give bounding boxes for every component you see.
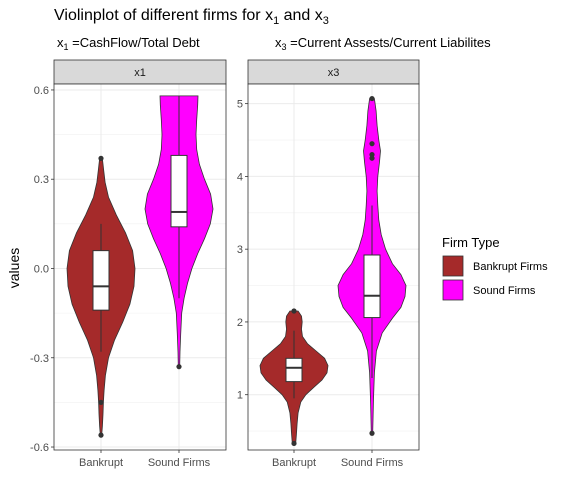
violin-group-sound-firms — [337, 95, 407, 436]
violin-group-bankrupt — [66, 155, 136, 438]
panel-2-strip-label: x3 — [328, 67, 340, 79]
legend: Firm Type Bankrupt Firms Sound Firms — [442, 235, 548, 301]
panel-1: x1 -0.6 -0.3 0.0 0.3 0.6 Bankrupt Sound Firms — [30, 59, 227, 469]
outlier-point — [98, 432, 104, 438]
y-tick-label: 0.3 — [34, 174, 49, 186]
y-tick-label: 2 — [237, 317, 243, 329]
outlier-point — [176, 364, 182, 370]
panel-1-border — [53, 83, 227, 451]
y-tick-label: 0.6 — [34, 85, 49, 97]
outlier-point — [98, 155, 104, 161]
outlier-point — [369, 430, 375, 436]
box-iqr — [285, 357, 303, 383]
y-tick-label: 1 — [237, 390, 243, 402]
chart-title: Violinplot of different firms for x1 and… — [54, 7, 329, 27]
box-iqr — [92, 250, 110, 311]
panel-1-strip-label: x1 — [134, 67, 146, 79]
outlier-point — [98, 399, 104, 405]
y-tick-label: 4 — [237, 171, 243, 183]
x-tick-label: Sound Firms — [341, 457, 404, 469]
panel-2-strip — [247, 59, 420, 85]
y-tick-label: 5 — [237, 99, 243, 111]
legend-label-sound: Sound Firms — [473, 285, 536, 297]
x-tick-label: Sound Firms — [148, 457, 211, 469]
y-tick-label: -0.6 — [30, 442, 49, 454]
y-tick-label: 3 — [237, 244, 243, 256]
y-tick-label: 0.0 — [34, 263, 49, 275]
outlier-point — [369, 155, 375, 161]
panel-1-strip — [53, 59, 227, 85]
outlier-point — [291, 440, 297, 447]
panel-1-subtitle: x1 =CashFlow/Total Debt — [57, 35, 200, 52]
violin-group-bankrupt — [259, 308, 329, 447]
outlier-point — [369, 141, 375, 147]
outlier-point — [291, 308, 297, 314]
legend-title: Firm Type — [442, 235, 500, 250]
y-tick-label: -0.3 — [30, 353, 49, 365]
x-tick-label: Bankrupt — [79, 457, 123, 469]
box-iqr — [363, 254, 381, 319]
outlier-point — [369, 95, 375, 102]
panel-2-subtitle: x3 =Current Assests/Current Liabilites — [275, 35, 491, 52]
box-iqr — [170, 154, 188, 228]
legend-swatch-sound — [442, 279, 464, 301]
outlier-point — [369, 151, 375, 158]
x-tick-label: Bankrupt — [272, 457, 316, 469]
violin-group-sound-firms — [144, 95, 214, 370]
legend-label-bankrupt: Bankrupt Firms — [473, 261, 548, 273]
y-axis-title: values — [6, 248, 22, 288]
legend-swatch-bankrupt — [442, 255, 464, 277]
panel-2-border — [247, 83, 420, 451]
panel-2: x3 1 2 3 4 5 Bankrupt Sound Firms — [237, 59, 420, 469]
